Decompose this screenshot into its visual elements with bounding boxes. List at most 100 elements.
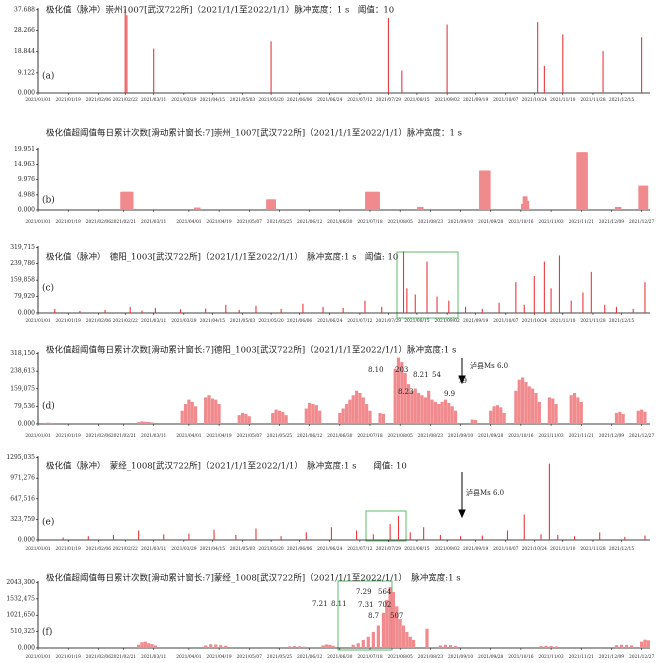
- bar: [150, 422, 154, 424]
- bar: [570, 300, 572, 313]
- arrow-head: [458, 509, 466, 519]
- bar: [330, 527, 332, 540]
- bar: [187, 399, 191, 424]
- x-tick-label: 2021/07/18: [357, 220, 383, 225]
- bar: [235, 534, 237, 540]
- bar: [495, 405, 500, 424]
- bar: [130, 191, 134, 210]
- x-tick-label: 2021/02/22: [113, 98, 139, 103]
- bar: [322, 306, 324, 313]
- x-tick-label: 2021/02/06: [86, 434, 112, 439]
- bar: [204, 397, 208, 424]
- bar: [569, 395, 573, 424]
- annotation: 507: [390, 612, 403, 620]
- bar: [381, 306, 383, 313]
- bar: [482, 170, 486, 210]
- bar: [354, 390, 359, 424]
- bar: [614, 645, 619, 648]
- bar: [602, 51, 604, 93]
- bar: [281, 411, 285, 424]
- annotation: 9.9: [444, 390, 455, 398]
- bar: [305, 532, 307, 540]
- x-tick-label: 2021/02/21: [111, 655, 137, 660]
- bar: [370, 191, 374, 210]
- x-tick-label: 2021/05/20: [258, 319, 284, 324]
- bar: [46, 422, 50, 424]
- panel: 0.000 4.988 9.976 14.963 19.951 2021/01/01 202…: [14, 128, 654, 226]
- bar: [544, 645, 548, 648]
- bar: [527, 386, 531, 424]
- x-tick-label: 2021/09/19: [463, 319, 489, 324]
- x-tick-label: 2021/11/10: [550, 547, 576, 552]
- x-tick-label: 2021/06/06: [287, 319, 313, 324]
- bar: [138, 530, 140, 540]
- bar: [303, 646, 307, 648]
- y-tick-label: 238,613: [10, 368, 35, 375]
- bar: [348, 399, 352, 424]
- bar: [643, 411, 647, 424]
- bar: [577, 152, 582, 210]
- bar: [366, 191, 370, 210]
- bar: [244, 414, 248, 424]
- bar: [373, 191, 377, 210]
- x-tick-label: 2021/03/11: [141, 547, 167, 552]
- annotation: 8.10: [368, 366, 384, 374]
- bar: [205, 308, 207, 313]
- bar: [387, 17, 389, 93]
- bar: [308, 402, 312, 424]
- x-tick-label: 2021/01/19: [56, 547, 82, 552]
- bar: [183, 404, 188, 424]
- panel: 0.000 9.122 18.844 28.266 37.688 2021/01/01 20…: [14, 5, 650, 103]
- bar: [143, 641, 147, 648]
- bar: [272, 199, 277, 210]
- bar: [640, 185, 644, 210]
- x-tick-label: 2021/09/28: [478, 434, 504, 439]
- y-tick-label: 323,759: [10, 516, 35, 523]
- annotation: 564: [378, 588, 392, 596]
- x-tick-label: 2021/02/22: [113, 319, 139, 324]
- bar: [150, 644, 154, 648]
- bar: [537, 401, 541, 424]
- x-tick-label: 2021/11/21: [569, 655, 595, 660]
- bar: [137, 422, 141, 424]
- x-tick-label: 2021/07/29: [376, 319, 402, 324]
- x-tick-label: 2021/09/02: [434, 319, 460, 324]
- x-tick-label: 2021/03/11: [141, 655, 167, 660]
- bar: [621, 414, 625, 424]
- x-tick-label: 2021/02/06: [86, 547, 112, 552]
- x-tick-label: 2021/01/01: [25, 319, 51, 324]
- panel-label: (b): [42, 195, 55, 206]
- bar: [401, 625, 406, 648]
- x-tick-label: 2021/03/11: [141, 434, 167, 439]
- bar: [361, 639, 365, 648]
- x-tick-label: 2021/03/11: [141, 319, 167, 324]
- y-tick-label: 647,516: [10, 495, 35, 502]
- bar: [225, 304, 227, 313]
- bar: [534, 392, 538, 424]
- bar: [219, 645, 223, 648]
- bar: [499, 407, 503, 424]
- y-tick-label: 0.000: [18, 421, 35, 428]
- x-tick-label: 2021/11/10: [550, 319, 576, 324]
- bar: [632, 308, 634, 313]
- bar: [213, 529, 215, 540]
- bar: [629, 645, 634, 648]
- annotation: 泸县Ms 6.0: [470, 361, 508, 370]
- panel-label: (c): [42, 283, 54, 294]
- x-tick-label: 2021/07/29: [376, 98, 402, 103]
- bar: [408, 636, 412, 648]
- bar: [411, 639, 416, 648]
- bar: [391, 591, 396, 648]
- y-tick-label: 28.266: [14, 27, 35, 34]
- bar: [645, 185, 649, 210]
- x-tick-label: 2021/10/24: [522, 547, 548, 552]
- chart-title: 极化值超阈值每日累计次数[滑动累计窗长:7]蒙经_1008[武汉722所]（20…: [46, 573, 461, 584]
- bar: [104, 309, 106, 313]
- bar: [562, 34, 564, 93]
- x-tick-label: 2021/07/12: [347, 98, 373, 103]
- y-tick-label: 18.844: [14, 48, 35, 55]
- x-tick-label: 2021/11/28: [580, 98, 606, 103]
- x-tick-label: 2021/01/01: [25, 98, 51, 103]
- bar: [618, 206, 622, 210]
- annotation: 54: [432, 371, 441, 379]
